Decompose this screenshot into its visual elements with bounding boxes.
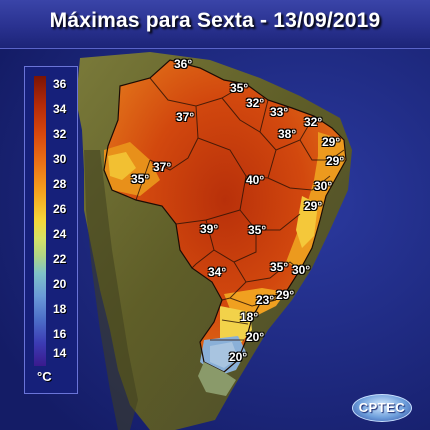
logo-text: CPTEC [358,400,406,415]
temp-label-bahia: 29° [304,199,323,213]
brazil-outline [103,59,347,373]
temp-label-acre: 35° [131,172,150,186]
legend-unit: °C [37,369,52,384]
temp-label-ms: 34° [208,265,227,279]
temp-label-sp-coast: 29° [276,288,295,302]
cptec-logo: CPTEC [352,394,412,422]
temp-label-para-n: 32° [246,96,265,110]
temp-label-sc: 18° [240,310,259,324]
temp-label-piaui: 38° [278,127,297,141]
legend-tick: 32 [53,127,67,141]
legend-tick: 26 [53,202,67,216]
temp-label-parana: 23° [256,293,275,307]
title-bar: Máximas para Sexta - 13/09/2019 [0,0,430,49]
temp-label-rn: 29° [322,135,341,149]
temp-label-rondonia: 37° [153,160,172,174]
uruguay-land [198,362,236,396]
map-title: Máximas para Sexta - 13/09/2019 [49,9,381,32]
bahia-coast-yellow [296,196,318,248]
temp-label-rj: 30° [292,263,311,277]
temp-label-ceara: 32° [304,115,323,129]
temperature-legend: 36 34 32 30 28 26 24 22 20 18 16 14 °C [24,66,78,394]
acre-yellow-core [108,152,136,180]
legend-tick: 18 [53,302,67,316]
andes-relief [84,150,138,430]
legend-tick: 20 [53,277,67,291]
temp-label-goias: 35° [248,223,267,237]
rs-light-zone [210,342,238,368]
legend-tick: 34 [53,102,67,116]
state-borders [135,77,345,341]
temp-label-tocantins: 40° [246,173,265,187]
temp-label-rs-n: 20° [246,330,265,344]
legend-tick: 28 [53,177,67,191]
temp-label-mato-grosso: 39° [200,222,219,236]
legend-tick: 30 [53,152,67,166]
temp-label-sp: 35° [270,260,289,274]
brazil-heat-field [104,60,346,372]
legend-tick: 36 [53,77,67,91]
legend-tick: 16 [53,327,67,341]
legend-tick: 22 [53,252,67,266]
temp-label-sergipe: 30° [314,179,333,193]
temp-label-roraima: 36° [174,57,193,71]
legend-tick: 14 [53,346,67,360]
legend-tick: 24 [53,227,67,241]
temp-label-amapa: 35° [230,81,249,95]
temp-label-pb: 29° [326,154,345,168]
south-cool-zone [220,306,252,344]
temp-label-rs-s: 20° [229,350,248,364]
temp-label-maranhao: 33° [270,105,289,119]
legend-color-bar [34,76,46,366]
temp-label-amazonas: 37° [176,110,195,124]
